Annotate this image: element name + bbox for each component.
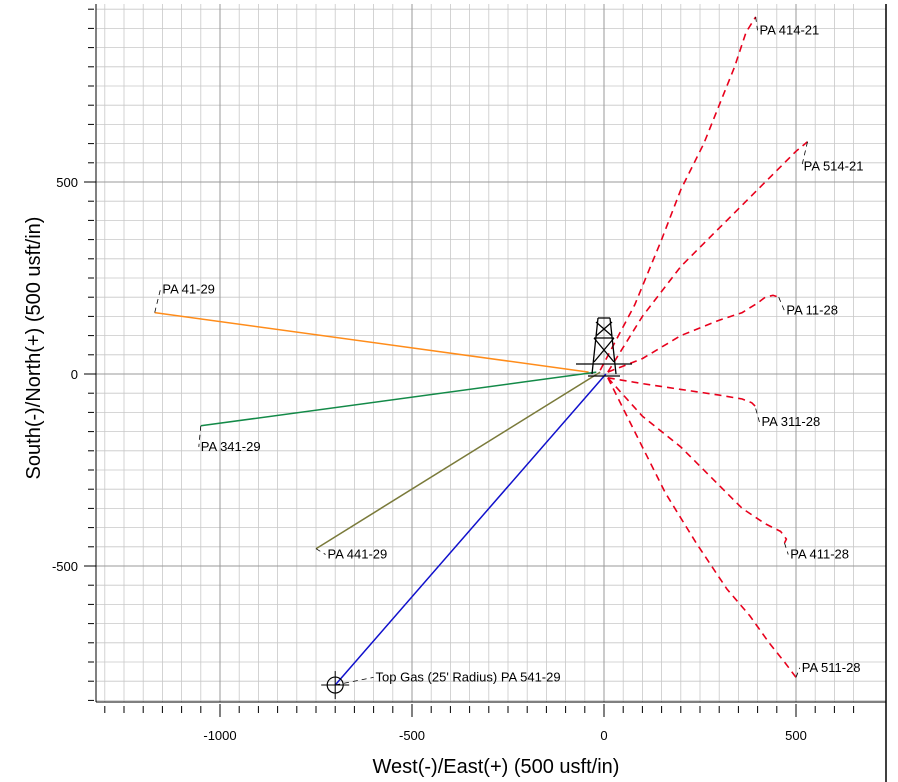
- series-label-4: PA 414-21: [760, 22, 820, 37]
- x-tick-label: 0: [600, 728, 607, 743]
- series-line-0: [154, 311, 589, 373]
- series-label-3: Top Gas (25' Radius) PA 541-29: [376, 669, 561, 684]
- series-line-5: [607, 141, 809, 373]
- rig-strut: [595, 321, 613, 337]
- y-axis-label: South(-)/North(+) (500 usft/in): [23, 217, 45, 480]
- label-leader: [315, 548, 326, 555]
- y-tick-label: 0: [71, 367, 78, 382]
- series-line-7: [607, 377, 757, 409]
- y-tick-label: -500: [52, 559, 78, 574]
- series-line-2: [315, 371, 601, 550]
- label-leader: [795, 667, 801, 678]
- series-label-2: PA 441-29: [328, 546, 388, 561]
- series-label-7: PA 311-28: [761, 414, 820, 429]
- label-leader: [755, 408, 760, 423]
- label-leader: [335, 676, 374, 686]
- series-line-1: [200, 371, 597, 427]
- label-leader: [801, 141, 808, 167]
- grid: [96, 4, 886, 702]
- y-tick-label: 500: [56, 175, 78, 190]
- x-tick-label: -1000: [203, 728, 236, 743]
- label-leader: [784, 542, 789, 555]
- labels-layer: PA 41-29 PA 341-29 PA 441-29 Top Gas (25' R…: [154, 16, 864, 700]
- axes: -1000 -500 0 500 -500 0 500: [52, 4, 887, 782]
- series-label-6: PA 11-28: [786, 303, 838, 318]
- rig-strut: [609, 317, 617, 375]
- label-leader: [778, 297, 785, 311]
- series-label-5: PA 514-21: [804, 159, 864, 174]
- series-line-6: [607, 294, 779, 373]
- series-line-8: [607, 377, 788, 544]
- label-leader: [154, 289, 161, 313]
- series-label-8: PA 411-28: [790, 546, 849, 561]
- rig-strut: [593, 337, 615, 363]
- series-line-3: [334, 373, 607, 686]
- label-leader: [755, 16, 758, 31]
- x-tick-label: -500: [399, 728, 425, 743]
- rig-icon: [576, 317, 632, 377]
- series-label-0: PA 41-29: [162, 282, 215, 297]
- series-line-4: [599, 16, 757, 371]
- rig-strut: [591, 317, 599, 375]
- series-line-9: [607, 377, 797, 678]
- x-tick-label: 500: [785, 728, 807, 743]
- x-axis-label: West(-)/East(+) (500 usft/in): [373, 756, 620, 778]
- series-label-1: PA 341-29: [201, 439, 261, 454]
- series-layer: [154, 16, 809, 686]
- series-label-9: PA 511-28: [802, 660, 861, 675]
- label-leader: [198, 425, 202, 447]
